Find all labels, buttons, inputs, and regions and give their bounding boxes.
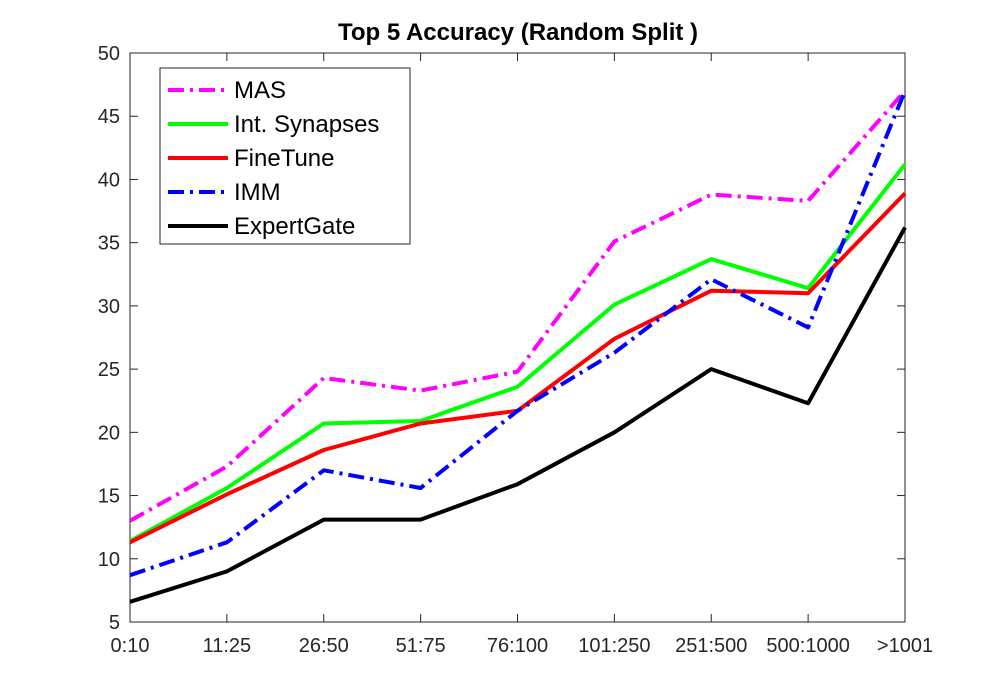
x-tick-label: 251:500 bbox=[675, 635, 747, 657]
y-tick-label: 35 bbox=[98, 233, 120, 255]
x-axis: 0:10 11:25 26:50 51:75 76:100 101:250 251:500 5… bbox=[111, 53, 933, 657]
legend-label: IMM bbox=[234, 179, 281, 206]
legend-label: MAS bbox=[234, 77, 286, 104]
series-line-imm bbox=[129, 90, 907, 578]
x-tick-label: 11:25 bbox=[203, 635, 252, 657]
y-tick-label: 15 bbox=[98, 486, 120, 508]
series-line-int-synapses bbox=[129, 163, 907, 543]
y-tick-label: 50 bbox=[98, 43, 120, 65]
y-tick-label: 20 bbox=[98, 422, 120, 444]
x-tick-label: 0:10 bbox=[111, 635, 150, 657]
y-tick-label: 40 bbox=[98, 169, 120, 191]
series-lines bbox=[129, 89, 907, 604]
y-tick-label: 30 bbox=[98, 296, 120, 318]
x-tick-label: 51:75 bbox=[396, 635, 446, 657]
legend: MAS Int. Synapses FineTune IMM ExpertGate bbox=[159, 67, 411, 245]
legend-label: FineTune bbox=[234, 145, 335, 172]
x-tick-label: 26:50 bbox=[299, 635, 349, 657]
y-tick-label: 5 bbox=[109, 612, 120, 634]
legend-label: ExpertGate bbox=[234, 213, 355, 240]
x-tick-label: 76:100 bbox=[487, 635, 548, 657]
x-tick-label: 500:1000 bbox=[766, 635, 849, 657]
y-tick-label: 45 bbox=[98, 106, 120, 128]
series-line-expertgate bbox=[129, 226, 907, 604]
x-tick-label: >1001 bbox=[877, 635, 933, 657]
y-axis: 5 10 15 20 25 30 35 40 45 50 bbox=[98, 43, 905, 634]
x-tick-label: 101:250 bbox=[578, 635, 650, 657]
legend-label: Int. Synapses bbox=[234, 111, 379, 138]
chart-title: Top 5 Accuracy (Random Split ) bbox=[338, 19, 698, 46]
y-tick-label: 25 bbox=[98, 359, 120, 381]
series-line-mas bbox=[129, 89, 907, 523]
y-tick-label: 10 bbox=[98, 549, 120, 571]
